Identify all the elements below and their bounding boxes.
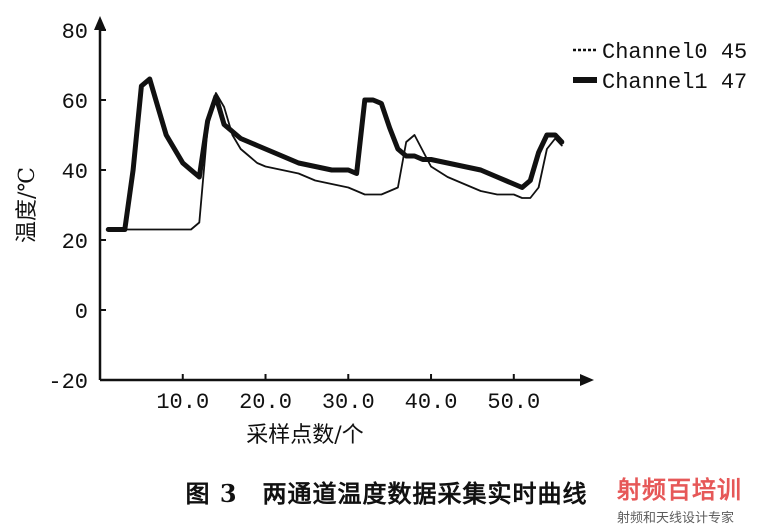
figure-caption: 图 3 两通道温度数据采集实时曲线	[185, 479, 588, 508]
y-axis-arrow	[94, 16, 106, 30]
x-axis-title: 采样点数/个	[246, 423, 363, 448]
tick-labels: -20 0 20 40 60 80 10.0 20.0 30.0 40.0 50.0	[48, 20, 540, 415]
legend-label-0: Channel0 45	[602, 40, 747, 65]
series-line-1	[105, 76, 565, 232]
y-tick-label: -20	[48, 370, 88, 395]
x-tick-label: 50.0	[487, 390, 540, 415]
y-tick-label: 40	[62, 160, 88, 185]
legend: Channel0 45 Channel1 47	[573, 40, 747, 95]
x-tick-label: 40.0	[405, 390, 458, 415]
y-tick-label: 80	[62, 20, 88, 45]
watermark-logo: 射频百培训	[617, 476, 742, 504]
watermark: 射频百培训 射频和天线设计专家	[617, 470, 767, 526]
watermark-subtitle: 射频和天线设计专家	[617, 511, 735, 526]
x-axis-arrow	[580, 374, 594, 386]
plot-area	[105, 76, 565, 232]
chart: -20 0 20 40 60 80 10.0 20.0 30.0 40.0 50.0 Channel…	[15, 16, 747, 448]
y-tick-label: 20	[62, 230, 88, 255]
y-tick-label: 60	[62, 90, 88, 115]
y-tick-label: 0	[75, 300, 88, 325]
x-tick-label: 30.0	[322, 390, 375, 415]
x-tick-label: 20.0	[239, 390, 292, 415]
axes	[94, 16, 594, 386]
legend-label-1: Channel1 47	[602, 70, 747, 95]
x-tick-label: 10.0	[156, 390, 209, 415]
series-line-0	[107, 92, 563, 231]
y-axis-title: 温度/℃	[15, 167, 40, 243]
